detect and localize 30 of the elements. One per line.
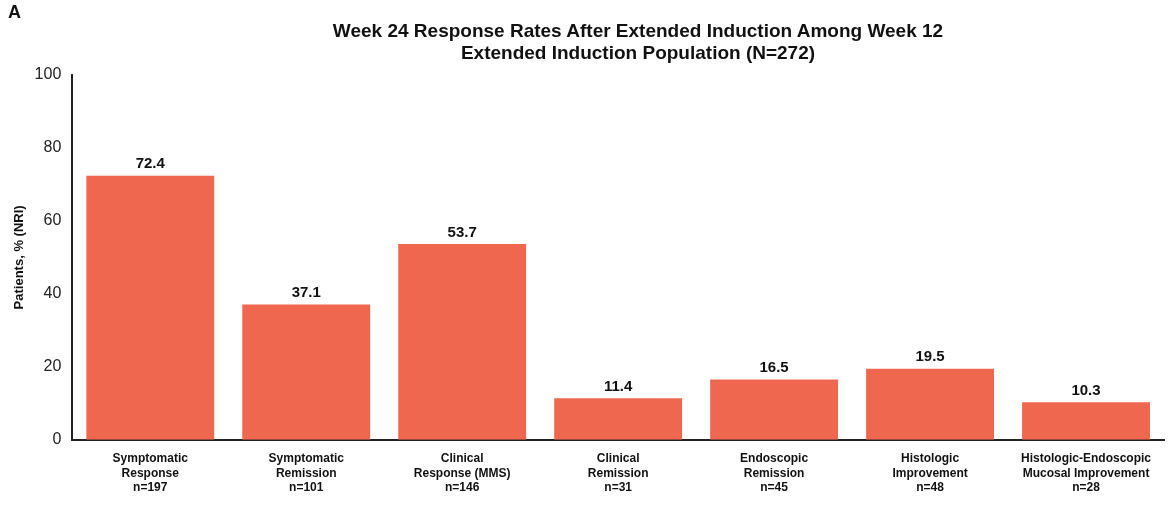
x-tick-label: Symptomatic Remission n=101 — [268, 451, 345, 495]
x-tick-label: Histologic Improvement n=48 — [892, 451, 968, 495]
x-tick-label: Symptomatic Response n=197 — [112, 451, 189, 495]
bar — [866, 368, 995, 440]
text: A — [8, 2, 21, 23]
data-label: 37.1 — [291, 283, 321, 301]
data-label: 10.3 — [1071, 380, 1101, 398]
bar — [1022, 402, 1150, 440]
data-label: 19.5 — [915, 347, 945, 365]
bar — [398, 243, 527, 440]
x-tick-label: Clinical Response (MMS) n=146 — [413, 451, 511, 495]
bar — [554, 398, 683, 440]
chart-title: Week 24 Response Rates After Extended Induction Among Week 12 Extended Induction Population (N=272) — [331, 20, 945, 64]
y-tick-label: 20 — [43, 357, 62, 375]
data-label: 53.7 — [447, 222, 477, 240]
data-label: 72.4 — [135, 154, 166, 172]
x-tick-label: Clinical Remission n=31 — [587, 451, 649, 495]
y-tick-label: 40 — [43, 284, 62, 302]
bar — [86, 175, 215, 440]
data-label: 16.5 — [759, 358, 789, 376]
y-tick-label: 80 — [43, 138, 62, 156]
y-tick-label: 100 — [34, 65, 62, 83]
y-tick-label: 60 — [43, 211, 62, 229]
y-tick-label: 0 — [52, 430, 62, 448]
bar — [710, 379, 839, 440]
y-axis-title: Patients, % (NRI) — [11, 205, 27, 310]
data-label: 11.4 — [603, 376, 633, 394]
bar — [242, 304, 371, 440]
x-tick-label: Histologic-Endoscopic Mucosal Improvement n=28 — [1021, 451, 1152, 495]
x-tick-label: Endoscopic Remission n=45 — [740, 451, 809, 495]
